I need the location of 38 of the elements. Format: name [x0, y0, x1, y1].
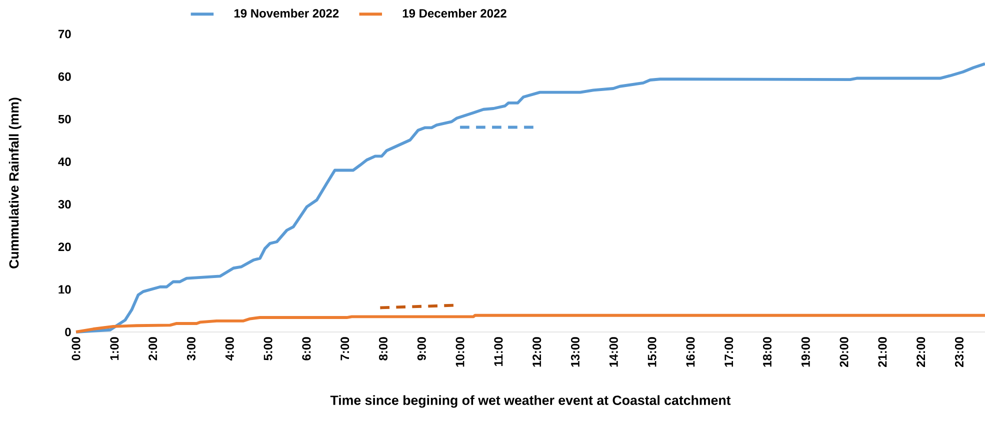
- y-tick-label: 70: [58, 30, 71, 38]
- legend-label: 19 November 2022: [234, 8, 339, 18]
- legend-label: 19 December 2022: [402, 8, 506, 18]
- x-tick-label: 10:00: [456, 337, 464, 367]
- x-tick-label: 8:00: [378, 337, 388, 360]
- x-tick-label: 2:00: [148, 337, 158, 360]
- y-tick-label: 30: [58, 200, 71, 209]
- x-tick-label: 14:00: [609, 337, 618, 367]
- x-tick-label: 1:00: [110, 337, 119, 360]
- x-tick-label: 18:00: [763, 337, 772, 367]
- y-tick-label: 10: [58, 285, 71, 294]
- x-tick-label: 3:00: [186, 337, 196, 360]
- y-tick-label: 50: [58, 114, 71, 124]
- x-tick-label: 0:00: [72, 337, 80, 360]
- x-tick-label: 17:00: [724, 337, 734, 367]
- x-axis-title: Time since begining of wet weather event at Coastal catchment: [330, 395, 731, 408]
- x-tick-label: 7:00: [340, 337, 350, 360]
- x-tick-label: 4:00: [225, 337, 234, 361]
- x-tick-label: 13:00: [570, 337, 580, 367]
- x-tick-label: 9:00: [417, 337, 426, 360]
- x-tick-label: 5:00: [264, 337, 272, 360]
- y-tick-label: 0: [65, 328, 71, 336]
- line-series: [74, 62, 985, 334]
- y-tick-label: 20: [58, 242, 71, 252]
- y-tick-label: 40: [58, 157, 71, 166]
- x-tick-label: 20:00: [840, 337, 848, 367]
- x-tick-label: 12:00: [532, 337, 542, 367]
- y-axis-title: Cummulative Rainfall (mm): [8, 98, 22, 268]
- line-series: [74, 314, 985, 334]
- x-tick-label: 23:00: [955, 337, 964, 367]
- x-tick-label: 22:00: [916, 337, 926, 367]
- x-tick-label: 16:00: [686, 337, 695, 367]
- x-tick-label: 11:00: [494, 337, 503, 366]
- x-tick-label: 19:00: [801, 337, 810, 367]
- x-tick-label: 15:00: [648, 337, 656, 367]
- x-tick-label: 21:00: [878, 337, 887, 367]
- x-tick-label: 6:00: [302, 337, 311, 360]
- y-tick-label: 60: [58, 72, 71, 81]
